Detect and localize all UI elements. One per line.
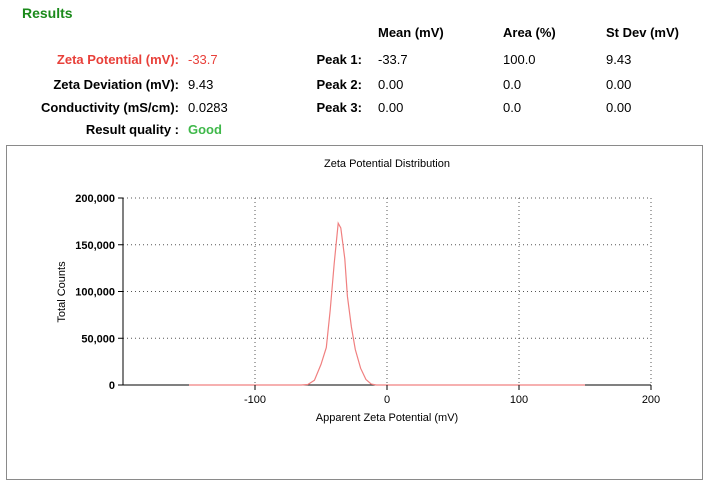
peak-3-mean: 0.00	[378, 100, 404, 115]
zeta-potential-value: -33.7	[188, 52, 218, 67]
col-head-area: Area (%)	[503, 25, 556, 40]
tick-layer: 0 50,000 100,000 150,000 200,000 -100 0 100 200	[75, 193, 660, 406]
result-quality-value: Good	[188, 122, 222, 137]
x-axis-label: Apparent Zeta Potential (mV)	[316, 412, 458, 424]
conductivity-label: Conductivity (mS/cm):	[41, 100, 179, 115]
peak-2-stdev: 0.00	[606, 77, 632, 92]
grid-layer	[123, 197, 652, 385]
col-head-stdev: St Dev (mV)	[606, 25, 679, 40]
zeta-distribution-chart: Zeta Potential Distribution 0 50,000 100,0…	[56, 158, 660, 424]
y-axis-label: Total Counts	[56, 261, 68, 323]
y-tick-label-1: 50,000	[81, 333, 115, 345]
peak-1-area: 100.0	[503, 52, 536, 67]
results-title: Results	[22, 5, 73, 21]
conductivity-value: 0.0283	[188, 100, 228, 115]
y-tick-label-4: 200,000	[75, 193, 115, 205]
peak-1-stdev: 9.43	[606, 52, 632, 67]
peak-3-stdev: 0.00	[606, 100, 632, 115]
peak-2-mean: 0.00	[378, 77, 404, 92]
peak-3-label: Peak 3:	[316, 100, 362, 115]
zeta-deviation-value: 9.43	[188, 77, 214, 92]
y-tick-label-0: 0	[109, 380, 115, 392]
result-quality-label: Result quality :	[85, 122, 179, 137]
chart-frame: Zeta Potential Distribution 0 50,000 100,0…	[6, 145, 703, 480]
col-head-mean: Mean (mV)	[378, 25, 444, 40]
y-tick-label-3: 150,000	[75, 240, 115, 252]
chart-title: Zeta Potential Distribution	[324, 158, 450, 170]
peak-1-label: Peak 1:	[316, 52, 362, 67]
zeta-deviation-label: Zeta Deviation (mV):	[53, 77, 179, 92]
distribution-curve-0	[189, 221, 585, 386]
y-tick-label-2: 100,000	[75, 287, 115, 299]
peak-3-area: 0.0	[503, 100, 522, 115]
peak-2-area: 0.0	[503, 77, 522, 92]
x-tick-label-1: 0	[384, 394, 390, 406]
peak-1-mean: -33.7	[378, 52, 408, 67]
series-layer	[189, 221, 585, 386]
x-tick-label-2: 100	[510, 394, 528, 406]
zeta-potential-label: Zeta Potential (mV):	[56, 52, 179, 67]
x-tick-label-0: -100	[244, 394, 266, 406]
peak-2-label: Peak 2:	[316, 77, 362, 92]
x-tick-label-3: 200	[642, 394, 660, 406]
